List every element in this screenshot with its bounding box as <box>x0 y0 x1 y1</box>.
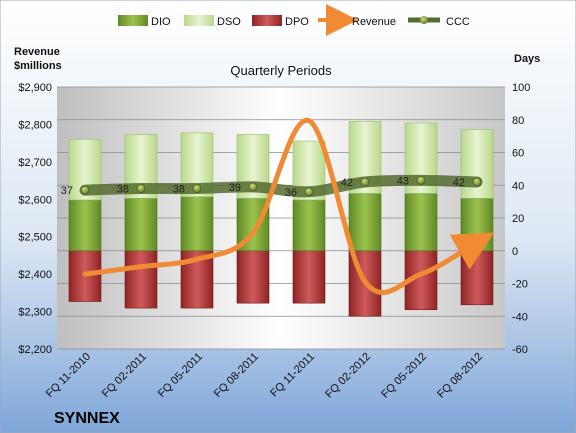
ccc-point <box>248 182 258 192</box>
bar-dio <box>124 198 158 252</box>
legend-label-dio: DIO <box>151 16 171 28</box>
data-labels: 37 38 38 39 36 42 43 42 <box>61 175 482 199</box>
left-tick-label: $2,800 <box>18 119 52 131</box>
ccc-data-label: 43 <box>397 175 409 187</box>
bar-dio <box>180 196 214 252</box>
chart-title: Quarterly Periods <box>230 63 332 78</box>
right-tick-label: 40 <box>512 180 524 192</box>
left-axis-title-line2: $millions <box>14 60 62 72</box>
right-tick-label: -40 <box>512 311 528 323</box>
bar-dpo <box>124 250 158 309</box>
left-tick-label: $2,400 <box>18 269 52 281</box>
legend-item-revenue: Revenue <box>318 4 396 36</box>
ccc-point <box>360 177 370 187</box>
ccc-data-label: 42 <box>341 177 353 189</box>
legend-item-dpo: DPO <box>252 15 309 28</box>
right-tick-label: -60 <box>512 344 528 356</box>
left-tick-label: $2,600 <box>18 194 52 206</box>
bar-dpo <box>236 250 270 304</box>
left-tick-label: $2,500 <box>18 232 52 244</box>
ccc-point <box>472 177 482 187</box>
bar-dpo <box>460 250 494 306</box>
bar-dio <box>68 199 102 252</box>
legend-label-ccc: CCC <box>446 16 470 28</box>
right-axis-title: Days <box>514 53 540 65</box>
legend-label-dpo: DPO <box>285 16 309 28</box>
series-lines <box>79 118 495 296</box>
left-tick-label: $2,300 <box>18 307 52 319</box>
bar-dio <box>348 193 382 252</box>
left-tick-label: $2,700 <box>18 157 52 169</box>
ccc-point <box>304 187 314 197</box>
ccc-data-label: 36 <box>285 187 297 199</box>
right-tick-label: 100 <box>512 82 530 94</box>
ccc-data-label: 42 <box>453 177 465 189</box>
ccc-line <box>79 174 483 198</box>
legend-label-dso: DSO <box>217 16 241 28</box>
bar-dpo <box>292 250 326 304</box>
revenue-line <box>82 118 495 296</box>
ccc-point <box>192 184 202 193</box>
left-tick-label: $2,200 <box>18 344 52 356</box>
ccc-point <box>136 184 146 193</box>
legend-item-dso: DSO <box>184 15 241 28</box>
ccc-data-label: 38 <box>173 184 185 196</box>
legend-item-ccc: CCC <box>408 16 470 28</box>
ccc-point <box>80 185 90 195</box>
legend: DIO DSO DPO Revenue CCC <box>118 4 470 36</box>
right-tick-label: 60 <box>512 148 524 160</box>
company-name: SYNNEX <box>54 410 120 427</box>
ccc-data-label: 37 <box>61 185 73 197</box>
ccc-point <box>416 176 426 185</box>
right-tick-label: 0 <box>512 246 518 258</box>
ccc-data-label: 39 <box>229 182 241 194</box>
bar-dio <box>404 193 438 252</box>
bar-dio <box>292 199 326 252</box>
bar-dso <box>460 129 494 199</box>
right-tick-label: -20 <box>512 279 528 291</box>
ccc-data-label: 38 <box>117 184 129 196</box>
left-tick-label: $2,900 <box>18 82 52 94</box>
legend-item-dio: DIO <box>118 15 171 28</box>
right-tick-label: 80 <box>512 115 524 127</box>
left-axis-title-line1: Revenue <box>14 46 60 58</box>
right-tick-label: 20 <box>512 213 524 225</box>
legend-label-revenue: Revenue <box>352 16 396 28</box>
